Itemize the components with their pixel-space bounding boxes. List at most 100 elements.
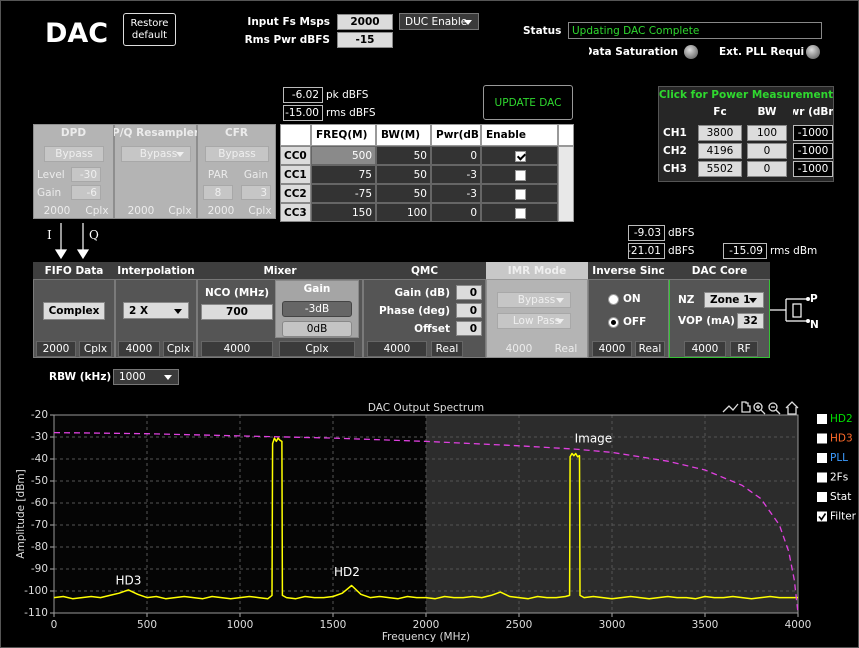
table-header: BW(M) xyxy=(376,124,431,146)
radio[interactable] xyxy=(608,294,619,305)
chart-toolbar[interactable] xyxy=(722,401,799,415)
carrier-freq[interactable]: -75 xyxy=(311,184,376,203)
legend-check xyxy=(818,513,827,521)
radio[interactable] xyxy=(608,317,619,328)
duc-select[interactable]: DUC Enable xyxy=(399,13,479,30)
resampler-panel xyxy=(114,124,197,219)
dpd-rate: 2000 xyxy=(43,204,71,217)
resampler-rate: 2000 xyxy=(127,204,155,217)
restore-button[interactable]: Restore default xyxy=(123,13,176,46)
legend-toggle[interactable]: HD3 xyxy=(817,433,853,445)
carrier-pwr[interactable]: -3 xyxy=(431,184,481,203)
rms-pwr-label: Rms Pwr dBFS xyxy=(244,34,330,46)
rbw-select[interactable]: 1000 xyxy=(113,369,179,385)
power-value[interactable]: 0 xyxy=(747,161,787,177)
qmc-title: QMC xyxy=(363,262,486,280)
qmc-field[interactable]: 0 xyxy=(456,321,482,336)
legend-checkbox xyxy=(817,492,827,502)
gain-option[interactable]: 0dB xyxy=(282,321,352,337)
nz-label: NZ xyxy=(678,294,695,306)
carrier-enable-cell xyxy=(481,184,558,203)
inverse_sinc-format: Real xyxy=(635,341,665,357)
interpolation-select[interactable]: 2 X xyxy=(123,302,189,319)
power-value[interactable]: 3800 xyxy=(698,125,742,141)
carrier-bw[interactable]: 50 xyxy=(376,184,431,203)
gain-option[interactable]: -3dB xyxy=(282,301,352,317)
legend-toggle[interactable]: PLL xyxy=(817,452,848,464)
power-value[interactable]: -1000 xyxy=(793,161,833,177)
dac_core-rate: 4000 xyxy=(684,341,726,357)
carrier-freq[interactable]: 500 xyxy=(311,146,376,165)
legend-toggle[interactable]: 2Fs xyxy=(817,472,848,484)
x-tick-label: 3500 xyxy=(692,619,719,631)
legend-toggle[interactable]: Filter xyxy=(817,511,857,523)
qmc-format: Real xyxy=(431,341,463,357)
spectrum-chart: 0 500 1000 1500 2000 2500 3000 3500 4000 -110 -100… xyxy=(15,401,857,643)
power-value[interactable]: -1000 xyxy=(793,125,833,141)
rms-field: -15.00 xyxy=(283,105,323,121)
imr-select: Bypass xyxy=(497,292,571,308)
app-title: DAC xyxy=(45,17,109,49)
x-axis-label: Frequency (MHz) xyxy=(382,631,470,643)
x-tick-label: 1000 xyxy=(227,619,254,631)
cfr-button: Bypass xyxy=(205,146,269,162)
power-value[interactable]: 0 xyxy=(747,143,787,159)
carrier-freq[interactable]: 150 xyxy=(311,203,376,222)
cfr-panel xyxy=(197,124,276,219)
fifo-button[interactable]: Complex xyxy=(43,302,105,320)
dpd-level: -30 xyxy=(71,167,101,182)
nz-select[interactable]: Zone 1 xyxy=(704,292,764,308)
vop-label: VOP (mA) xyxy=(678,315,735,327)
iq-label: Q xyxy=(89,228,99,242)
carrier-bw[interactable]: 100 xyxy=(376,203,431,222)
cfr-par: 8 xyxy=(203,185,233,200)
dpd-title: DPD xyxy=(60,127,87,139)
carrier-bw[interactable]: 50 xyxy=(376,146,431,165)
rms-unit: rms dBFS xyxy=(326,107,376,119)
enable-checkbox[interactable] xyxy=(515,208,526,219)
input-fs-field[interactable]: 2000 xyxy=(337,14,393,30)
qmc-field[interactable]: 0 xyxy=(456,285,482,300)
carrier-pwr[interactable]: 0 xyxy=(431,146,481,165)
legend-toggle[interactable]: Stat xyxy=(817,491,851,503)
carrier-bw[interactable]: 50 xyxy=(376,165,431,184)
imr-select: Low Pass xyxy=(497,313,571,329)
nco-field[interactable]: 700 xyxy=(201,304,273,320)
status-led xyxy=(684,45,698,59)
x-tick-label: 500 xyxy=(137,619,157,631)
carrier-enable-cell xyxy=(481,203,558,222)
power-value[interactable]: 4196 xyxy=(698,143,742,159)
carrier-pwr[interactable]: -3 xyxy=(431,165,481,184)
rms-pwr-field[interactable]: -15 xyxy=(337,32,393,48)
enable-checkbox[interactable] xyxy=(515,151,526,162)
carrier-pwr[interactable]: 0 xyxy=(431,203,481,222)
dpd-level-label: Level xyxy=(37,168,65,181)
cfr-format: Cplx xyxy=(248,204,272,217)
sinc-pk: -9.03 xyxy=(628,225,665,241)
enable-checkbox[interactable] xyxy=(515,189,526,200)
x-tick-label: 0 xyxy=(51,619,58,631)
qmc-field[interactable]: 0 xyxy=(456,303,482,318)
power-title[interactable]: Click for Power Measurement xyxy=(658,88,834,101)
carrier-freq[interactable]: 75 xyxy=(311,165,376,184)
power-value[interactable]: 5502 xyxy=(698,161,742,177)
dpd-gain: -6 xyxy=(71,185,101,200)
table-corner xyxy=(558,124,574,146)
legend-label: 2Fs xyxy=(830,472,848,484)
power-column: BW xyxy=(757,106,777,118)
x-tick-label: 3000 xyxy=(599,619,626,631)
enable-checkbox[interactable] xyxy=(515,170,526,181)
y-tick-label: -60 xyxy=(31,497,48,509)
power-value[interactable]: 100 xyxy=(747,125,787,141)
power-value[interactable]: -1000 xyxy=(793,143,833,159)
cfr-par-label: PAR xyxy=(207,168,229,181)
dac_core-title: DAC Core xyxy=(669,262,770,280)
gain-title: Gain xyxy=(303,283,331,295)
cfr-gain-label: Gain xyxy=(243,168,269,181)
legend-toggle[interactable]: HD2 xyxy=(817,413,853,425)
input-fs-label: Input Fs Msps xyxy=(247,16,330,28)
carrier-name: CC3 xyxy=(280,203,311,222)
update-button[interactable]: UPDATE DAC xyxy=(483,85,573,120)
cfr-title: CFR xyxy=(225,127,248,139)
vop-field[interactable]: 32 xyxy=(737,313,764,329)
